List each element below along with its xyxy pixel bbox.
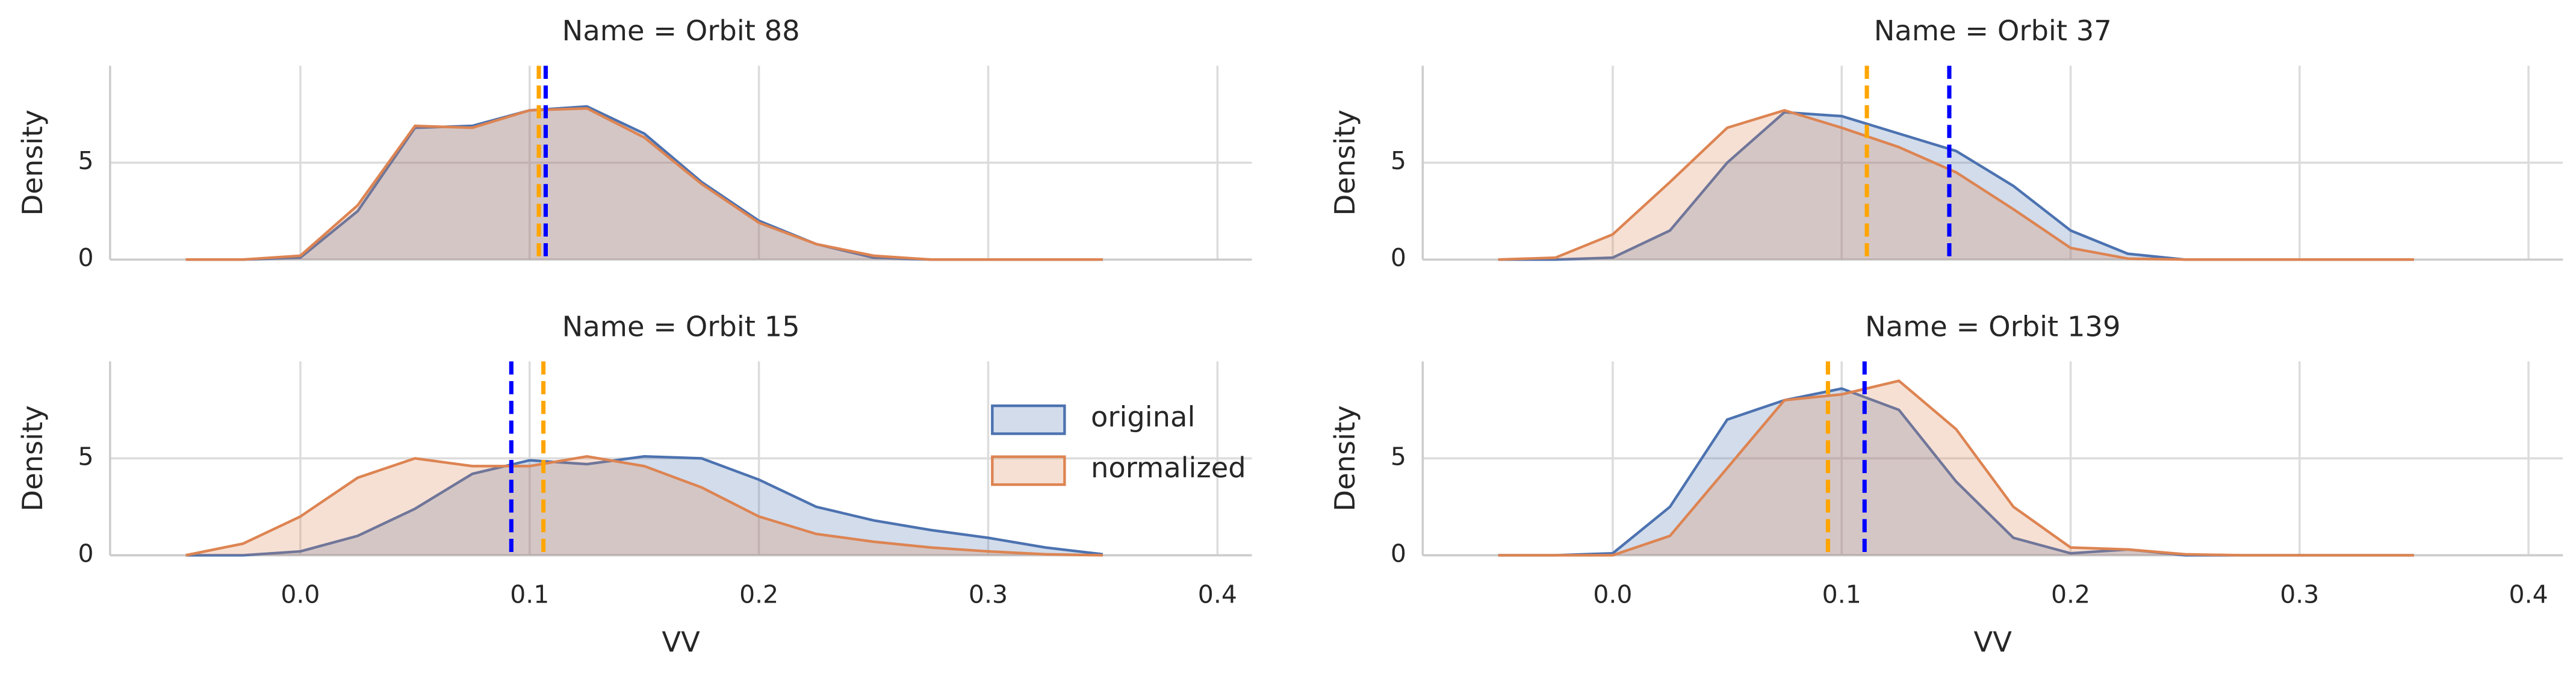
- x-tick-label: 0.2: [2051, 580, 2090, 609]
- x-tick-label: 0.0: [1593, 580, 1632, 609]
- density-area: [1498, 110, 2414, 260]
- x-tick-label: 0.3: [2280, 580, 2319, 609]
- y-tick-label: 5: [78, 442, 94, 471]
- facet: 0 5 Density Name = Orbit 37: [1329, 14, 2563, 272]
- density-line: [1498, 379, 2414, 557]
- facet: 0 5 Density Name = Orbit 88: [16, 14, 1252, 272]
- y-tick-label: 0: [1391, 539, 1406, 568]
- facet-title: Name = Orbit 139: [1865, 310, 2121, 343]
- density-area: [1498, 112, 2414, 260]
- density-area: [1498, 380, 2414, 556]
- density-line: [185, 107, 1103, 261]
- legend-swatch: [991, 404, 1066, 435]
- y-tick-label: 5: [78, 146, 94, 175]
- density-line: [185, 455, 1103, 557]
- x-tick-label: 0.4: [1198, 580, 1237, 609]
- y-axis-label: Density: [16, 405, 49, 511]
- density-area: [185, 106, 1103, 260]
- density-area: [185, 456, 1103, 556]
- y-axis-label: Density: [1329, 405, 1361, 511]
- facet-title: Name = Orbit 37: [1874, 14, 2112, 47]
- facet: 0 5 0.0 0.1 0.2 0.3 0.4 VV Density Name = Orbit 1…: [16, 310, 1252, 658]
- legend-swatch: [991, 455, 1066, 486]
- y-tick-label: 0: [78, 243, 94, 272]
- y-tick-label: 0: [78, 539, 94, 568]
- y-axis-label: Density: [16, 110, 49, 215]
- x-tick-label: 0.4: [2509, 580, 2548, 609]
- x-axis-label: VV: [1973, 625, 2012, 658]
- y-tick-label: 5: [1391, 442, 1406, 471]
- x-tick-label: 0.3: [969, 580, 1008, 609]
- x-tick-label: 0.1: [510, 580, 549, 609]
- density-line: [185, 455, 1103, 557]
- x-axis-label: VV: [662, 625, 700, 658]
- y-tick-label: 5: [1391, 146, 1406, 175]
- y-tick-label: 0: [1391, 243, 1406, 272]
- facet-title: Name = Orbit 15: [562, 310, 800, 343]
- density-area: [185, 108, 1103, 260]
- density-area: [1498, 388, 2414, 556]
- x-tick-label: 0.0: [281, 580, 320, 609]
- density-area: [185, 456, 1103, 556]
- legend-label: normalized: [1091, 451, 1246, 484]
- facet-title: Name = Orbit 88: [562, 14, 800, 47]
- legend-label: original: [1091, 400, 1195, 433]
- x-tick-label: 0.1: [1822, 580, 1861, 609]
- facet: 0 5 0.0 0.1 0.2 0.3 0.4 VV Density Name = Orbit 1…: [1329, 310, 2563, 658]
- y-axis-label: Density: [1329, 110, 1361, 215]
- density-line: [1498, 109, 2414, 261]
- x-tick-label: 0.2: [739, 580, 778, 609]
